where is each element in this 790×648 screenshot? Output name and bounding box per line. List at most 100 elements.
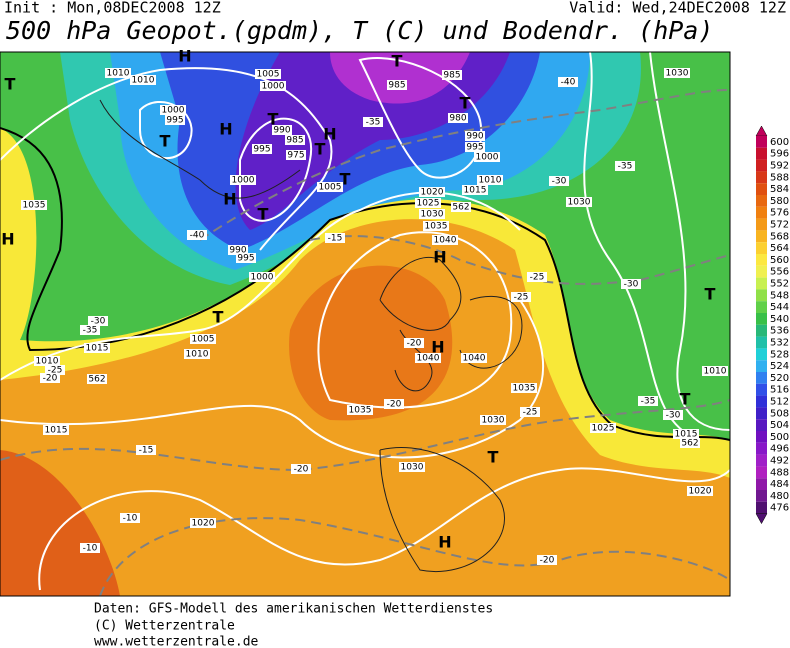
- contour-label: 1040: [463, 354, 486, 364]
- contour-label: 1000: [476, 153, 499, 163]
- label-bg: [566, 197, 592, 207]
- contour-label: -20: [294, 465, 309, 475]
- contour-label: 985: [388, 81, 405, 91]
- legend-swatch: [756, 183, 767, 195]
- legend-swatch: [756, 218, 767, 231]
- label-bg: [387, 80, 407, 90]
- legend-label: 516: [770, 385, 789, 396]
- legend-swatch: [756, 419, 767, 431]
- contour-label: 1035: [513, 384, 536, 394]
- contour-label: -30: [552, 177, 567, 187]
- label-bg: [190, 334, 216, 344]
- contour-label: -30: [666, 411, 681, 421]
- contour-label: 1030: [666, 69, 689, 79]
- contour-label: -15: [328, 234, 343, 244]
- contour-label: 1025: [592, 424, 615, 434]
- pressure-system: H: [178, 47, 191, 66]
- contour-label: -25: [530, 273, 545, 283]
- label-bg: [465, 142, 485, 152]
- legend-swatch: [756, 242, 767, 254]
- pressure-system: T: [680, 390, 691, 409]
- label-bg: [187, 230, 207, 240]
- boundary-line: [0, 127, 730, 441]
- pressure-system: H: [219, 120, 232, 139]
- contour-label: -35: [641, 397, 656, 407]
- legend-arrow: [755, 125, 768, 137]
- pressure-system: T: [258, 205, 269, 224]
- contour-label: -35: [618, 162, 633, 172]
- contour-label: 562: [88, 375, 105, 385]
- contour-label: 1000: [162, 106, 185, 116]
- contour-label: 990: [466, 132, 483, 142]
- legend-swatch: [756, 289, 767, 302]
- legend-label: 536: [770, 326, 789, 337]
- contour-label: 1040: [417, 354, 440, 364]
- contour-label: 1030: [568, 198, 591, 208]
- contour-label: 990: [229, 246, 246, 256]
- label-bg: [702, 366, 728, 376]
- footer-text: www.wetterzentrale.de: [94, 635, 259, 648]
- pressure-system: H: [223, 190, 236, 209]
- label-bg: [399, 462, 425, 472]
- label-bg: [363, 117, 383, 127]
- label-bg: [80, 543, 100, 553]
- label-bg: [638, 396, 658, 406]
- label-bg: [621, 279, 641, 289]
- legend-label: 492: [770, 456, 789, 467]
- label-bg: [291, 464, 311, 474]
- map-area: [0, 52, 730, 596]
- contour-label: 1005: [192, 335, 215, 345]
- legend-swatch: [756, 466, 767, 479]
- contour-label: -35: [83, 326, 98, 336]
- pressure-system: H: [433, 248, 446, 267]
- contour-label: 985: [286, 136, 303, 146]
- contour-label: 1035: [23, 201, 46, 211]
- legend-label: 500: [770, 432, 789, 443]
- legend-label: 580: [770, 196, 789, 207]
- legend-label: 504: [770, 420, 789, 431]
- label-bg: [21, 200, 47, 210]
- contour-label: -20: [540, 556, 555, 566]
- contour-label: 980: [449, 114, 466, 124]
- contour-label: -25: [48, 366, 63, 376]
- contour-label: 990: [273, 126, 290, 136]
- contour-label: 1010: [479, 176, 502, 186]
- footer-text: (C) Wetterzentrale: [94, 619, 235, 634]
- legend-swatch: [756, 395, 767, 408]
- label-bg: [347, 405, 373, 415]
- contour-label: -35: [366, 118, 381, 128]
- contour-label: 985: [443, 71, 460, 81]
- legend-swatch: [756, 478, 767, 490]
- label-bg: [286, 150, 306, 160]
- label-bg: [165, 115, 185, 125]
- legend-label: 588: [770, 172, 789, 183]
- label-bg: [136, 445, 156, 455]
- label-bg: [184, 349, 210, 359]
- contour-label: -10: [83, 544, 98, 554]
- contour-label: 1040: [434, 236, 457, 246]
- contour-label: 1015: [464, 186, 487, 196]
- legend-label: 480: [770, 491, 789, 502]
- legend-swatch: [756, 360, 767, 372]
- legend-swatch: [756, 431, 767, 443]
- contour-label: 1015: [675, 430, 698, 440]
- contour-label: 1030: [401, 463, 424, 473]
- contour-label: 1005: [319, 183, 342, 193]
- legend-label: 592: [770, 161, 789, 172]
- label-bg: [558, 77, 578, 87]
- pressure-system: T: [5, 75, 16, 94]
- label-bg: [415, 353, 441, 363]
- field: [330, 52, 470, 104]
- label-bg: [480, 415, 506, 425]
- map-title: 500 hPa Geopot.(gpdm), T (C) und Bodendr…: [6, 16, 713, 45]
- label-bg: [130, 75, 156, 85]
- label-bg: [680, 438, 700, 448]
- label-bg: [249, 272, 275, 282]
- valid-time: Valid: Wed,24DEC2008 12Z: [569, 0, 786, 17]
- label-bg: [317, 182, 343, 192]
- pressure-system: T: [705, 285, 716, 304]
- label-bg: [272, 125, 292, 135]
- legend-swatch: [756, 301, 767, 313]
- legend-label: 496: [770, 444, 789, 455]
- contour-label: -30: [624, 280, 639, 290]
